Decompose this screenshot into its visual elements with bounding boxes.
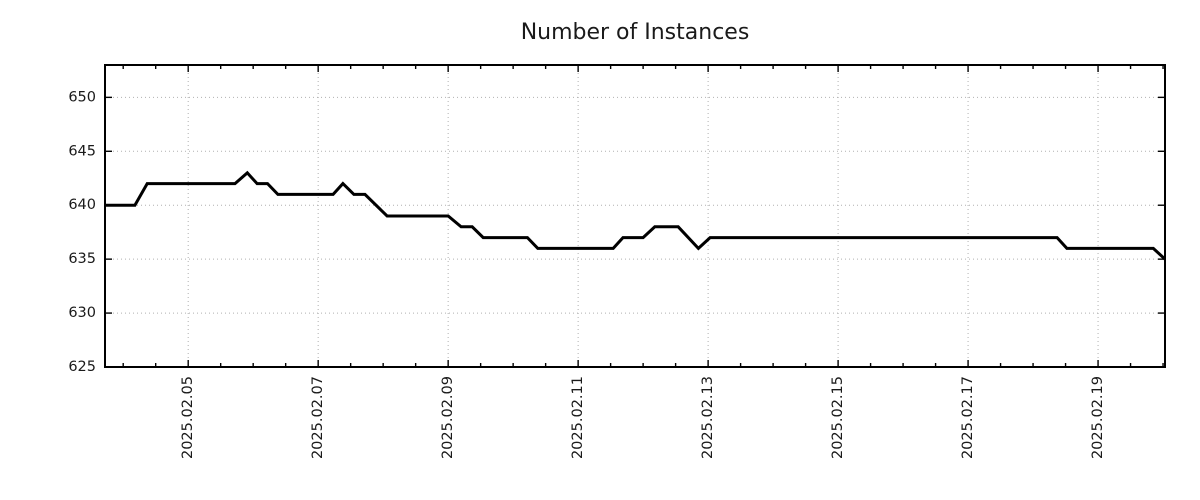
y-axis-tick-label: 630 bbox=[68, 305, 96, 321]
x-axis-tick-label: 2025.02.13 bbox=[700, 376, 716, 459]
x-axis-tick-label: 2025.02.09 bbox=[440, 376, 456, 459]
y-axis-tick-label: 635 bbox=[68, 251, 96, 267]
x-axis-tick-label: 2025.02.11 bbox=[570, 376, 586, 459]
x-axis-tick-label: 2025.02.19 bbox=[1090, 376, 1106, 459]
chart-title: Number of Instances bbox=[521, 20, 750, 45]
x-axis-tick-label: 2025.02.07 bbox=[310, 376, 326, 459]
plot-border bbox=[104, 64, 1166, 368]
data-line bbox=[105, 170, 1167, 261]
y-axis-tick-label: 640 bbox=[68, 197, 96, 213]
x-axis-tick-label: 2025.02.05 bbox=[180, 376, 196, 459]
x-axis-tick-label: 2025.02.15 bbox=[830, 376, 846, 459]
y-axis-tick-label: 645 bbox=[68, 143, 96, 159]
y-axis-tick-label: 650 bbox=[68, 89, 96, 105]
y-axis-tick-label: 625 bbox=[68, 359, 96, 375]
x-axis-tick-label: 2025.02.17 bbox=[960, 376, 976, 459]
